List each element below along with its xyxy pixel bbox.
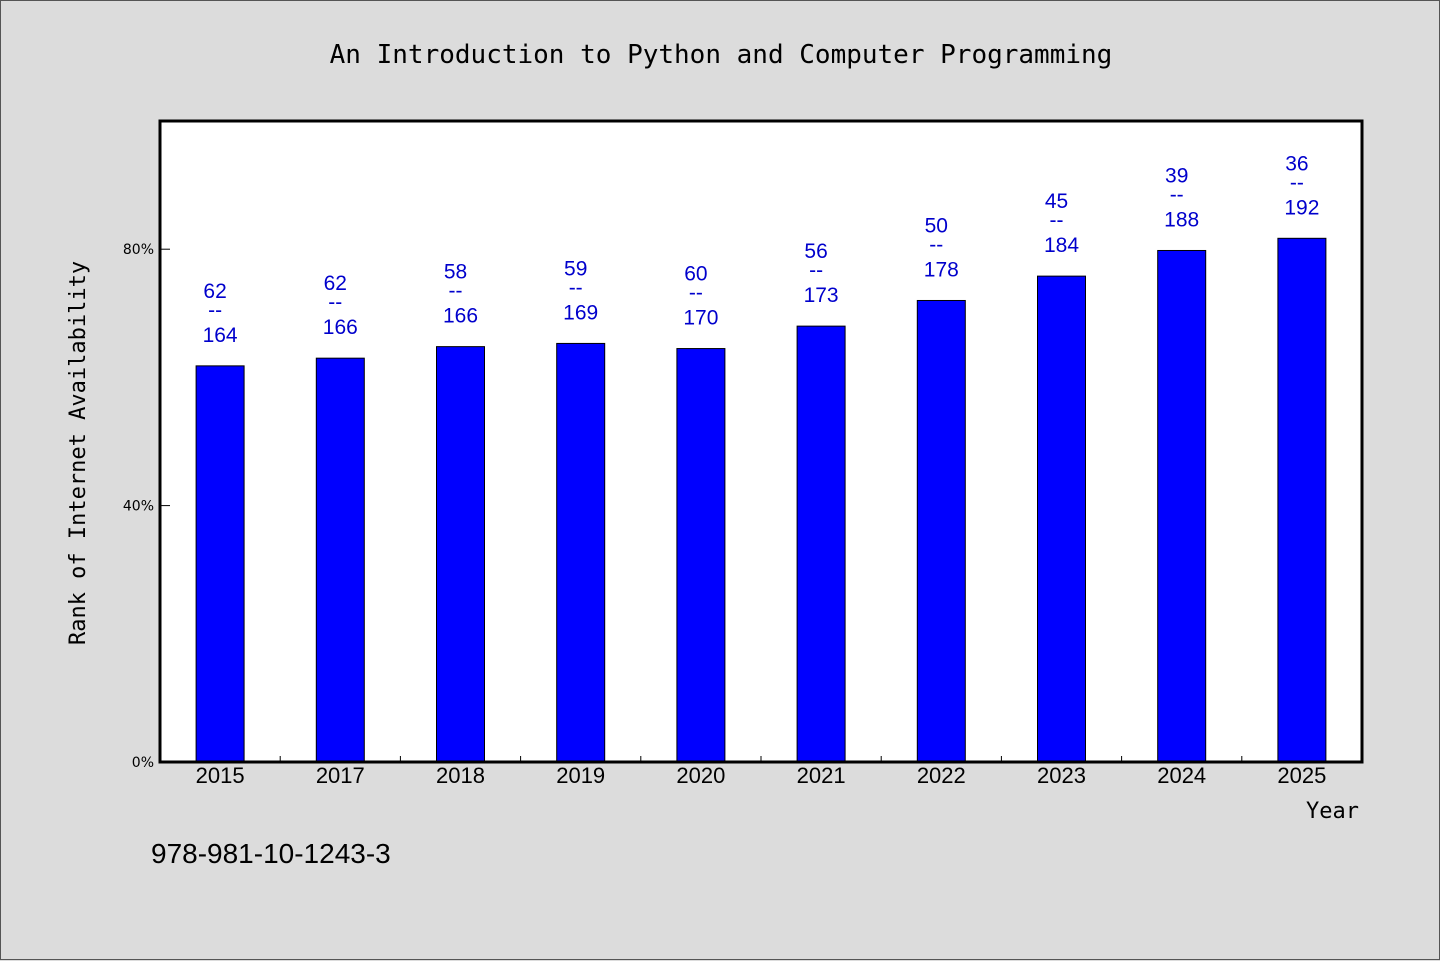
bar-label-rank: 45 <box>1045 190 1068 213</box>
y-tick-label: 80% <box>123 242 154 258</box>
bar-2024 <box>1157 249 1207 763</box>
bar-label-separator: -- <box>929 233 943 256</box>
x-tick-label: 2017 <box>316 763 365 788</box>
bar-2023 <box>1037 275 1086 763</box>
bar-2015 <box>195 365 245 763</box>
bar-label-separator: -- <box>1290 171 1304 194</box>
bar-label-rank: 50 <box>925 214 948 237</box>
x-tick-label: 2018 <box>436 763 485 788</box>
bar-label-separator: -- <box>1050 209 1064 232</box>
x-tick-label: 2025 <box>1277 763 1326 788</box>
plot-border <box>158 119 1364 764</box>
bar-label-separator: -- <box>809 259 823 282</box>
bar-label-rank: 36 <box>1285 152 1308 175</box>
bar-label-separator: -- <box>569 276 583 299</box>
bar-label-separator: -- <box>1170 183 1184 206</box>
bar-label-separator: -- <box>689 282 703 305</box>
bar-label-total: 192 <box>1284 196 1319 219</box>
bar-label-total: 166 <box>323 316 358 339</box>
bar-label-rank: 58 <box>444 261 467 284</box>
bar-label-rank: 56 <box>804 240 827 263</box>
y-tick-label: 0% <box>132 755 154 771</box>
bar-labels-layer: 62--16462--16658--16659--16960--17056--1… <box>203 152 1320 347</box>
bar-label-total: 169 <box>563 301 598 324</box>
bar-label-separator: -- <box>208 299 222 322</box>
bar-label-total: 164 <box>203 324 238 347</box>
bar-label-rank: 62 <box>203 280 226 303</box>
bar-label-total: 170 <box>683 307 718 330</box>
bar-2025 <box>1277 237 1327 763</box>
y-tick-label: 40% <box>123 499 154 515</box>
bar-2021 <box>796 325 846 763</box>
bar-label-rank: 39 <box>1165 164 1188 187</box>
bar-label-separator: -- <box>449 280 463 303</box>
bar-label-total: 173 <box>804 284 839 307</box>
bar-label-separator: -- <box>328 291 342 314</box>
y-axis-label: Rank of Internet Availability <box>66 261 91 645</box>
x-tick-label: 2021 <box>797 763 846 788</box>
axes-layer: 2015 2017 2018 2019 2020 2021 2022 2023 2024 2025… <box>123 242 1327 788</box>
x-tick-label: 2024 <box>1157 763 1206 788</box>
bar-label-rank: 60 <box>684 263 707 286</box>
isbn-text: 978-981-10-1243-3 <box>151 838 391 869</box>
bar-2017 <box>315 357 365 763</box>
x-tick-label: 2015 <box>196 763 245 788</box>
x-axis-label: Year <box>1306 799 1359 824</box>
bar-2022 <box>916 299 966 763</box>
x-tick-label: 2019 <box>556 763 605 788</box>
x-tick-label: 2022 <box>917 763 966 788</box>
bar-2020 <box>676 348 726 763</box>
bar-label-rank: 62 <box>324 272 347 295</box>
bar-label-total: 188 <box>1164 208 1199 231</box>
bar-label-total: 178 <box>924 258 959 281</box>
bar-label-total: 184 <box>1044 234 1079 257</box>
chart-title: An Introduction to Python and Computer P… <box>330 40 1113 70</box>
x-tick-label: 2023 <box>1037 763 1086 788</box>
x-tick-label: 2020 <box>676 763 725 788</box>
bars-layer <box>195 237 1327 763</box>
bar-2018 <box>436 346 485 763</box>
bar-label-rank: 59 <box>564 257 587 280</box>
bar-2019 <box>556 342 606 763</box>
bar-label-total: 166 <box>443 305 478 328</box>
